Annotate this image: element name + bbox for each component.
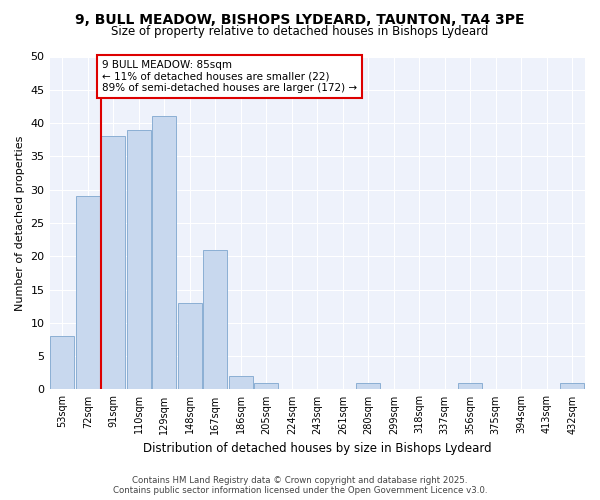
Bar <box>152 116 176 390</box>
Bar <box>127 130 151 390</box>
Bar <box>229 376 253 390</box>
Y-axis label: Number of detached properties: Number of detached properties <box>15 136 25 310</box>
Bar <box>50 336 74 390</box>
Bar <box>203 250 227 390</box>
Bar <box>458 383 482 390</box>
Text: 9 BULL MEADOW: 85sqm
← 11% of detached houses are smaller (22)
89% of semi-detac: 9 BULL MEADOW: 85sqm ← 11% of detached h… <box>102 60 357 93</box>
Bar <box>101 136 125 390</box>
Bar <box>560 383 584 390</box>
Text: 9, BULL MEADOW, BISHOPS LYDEARD, TAUNTON, TA4 3PE: 9, BULL MEADOW, BISHOPS LYDEARD, TAUNTON… <box>75 12 525 26</box>
Bar <box>76 196 100 390</box>
Bar <box>356 383 380 390</box>
Text: Contains HM Land Registry data © Crown copyright and database right 2025.
Contai: Contains HM Land Registry data © Crown c… <box>113 476 487 495</box>
X-axis label: Distribution of detached houses by size in Bishops Lydeard: Distribution of detached houses by size … <box>143 442 491 455</box>
Bar <box>254 383 278 390</box>
Bar <box>178 303 202 390</box>
Text: Size of property relative to detached houses in Bishops Lydeard: Size of property relative to detached ho… <box>112 25 488 38</box>
